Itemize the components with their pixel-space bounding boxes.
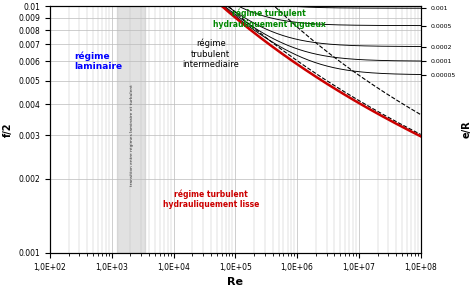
Text: transition entre régimes laminaire et turbulent: transition entre régimes laminaire et tu… [129,84,134,186]
Text: régime
trubulent
intermediaire: régime trubulent intermediaire [182,39,239,69]
Text: régime
laminaire: régime laminaire [74,51,123,71]
Text: régime turbulent
hydrauliquement rugueux: régime turbulent hydrauliquement rugueux [212,9,325,29]
Bar [117,6,146,253]
Y-axis label: e/R: e/R [461,121,471,138]
Y-axis label: f/2: f/2 [3,122,13,137]
X-axis label: Re: Re [228,277,243,287]
Text: régime turbulent
hydrauliquement lisse: régime turbulent hydrauliquement lisse [163,189,259,209]
